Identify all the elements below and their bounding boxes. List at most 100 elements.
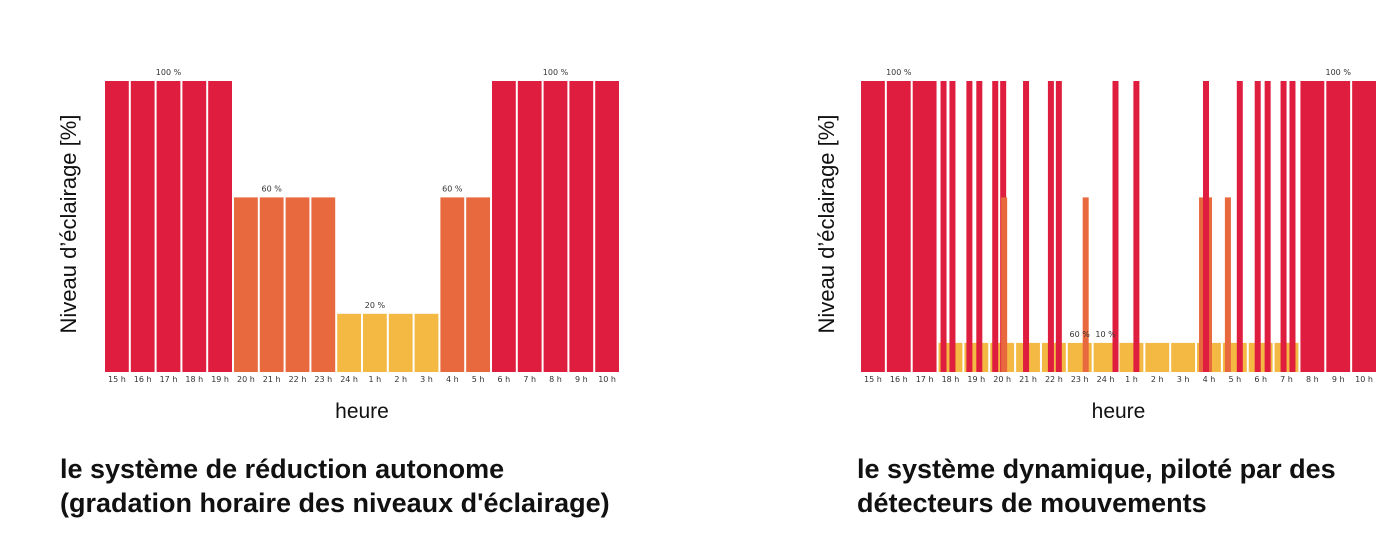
bar-left-18 bbox=[569, 81, 594, 372]
x-axis-label: heure bbox=[335, 400, 389, 423]
tick-label-left-7: 22 h bbox=[289, 375, 307, 384]
tick-label-left-14: 5 h bbox=[472, 375, 485, 384]
data-label-right-0: 100 % bbox=[886, 68, 912, 77]
spike-bar-11 bbox=[1112, 81, 1119, 372]
bar-left-15 bbox=[492, 81, 516, 372]
spike-bar-16 bbox=[1224, 197, 1231, 372]
spike-bar-20 bbox=[1280, 81, 1287, 372]
bar-right-19 bbox=[1352, 81, 1376, 372]
tick-label-right-12: 3 h bbox=[1177, 375, 1190, 384]
tick-label-right-16: 7 h bbox=[1280, 375, 1293, 384]
bar-chart-right: Niveau d’éclairage [%] 15 h 16 h 17 h 18 h 19… bbox=[814, 68, 1376, 423]
spike-bar-15 bbox=[1203, 81, 1210, 372]
tick-label-left-3: 18 h bbox=[185, 375, 203, 384]
tick-label-left-6: 21 h bbox=[263, 375, 281, 384]
bar-right-11 bbox=[1145, 342, 1170, 372]
tick-label-right-5: 20 h bbox=[993, 375, 1011, 384]
tick-label-right-14: 5 h bbox=[1228, 375, 1241, 384]
tick-label-right-18: 9 h bbox=[1332, 375, 1345, 384]
tick-label-left-17: 8 h bbox=[549, 375, 562, 384]
tick-label-left-15: 6 h bbox=[498, 375, 511, 384]
data-label-right-3: 100 % bbox=[1326, 68, 1352, 77]
spike-bar-17 bbox=[1236, 81, 1243, 372]
data-label-right-2: 10 % bbox=[1095, 330, 1116, 339]
bar-left-8 bbox=[311, 197, 336, 372]
bar-left-5 bbox=[234, 197, 258, 372]
bar-left-4 bbox=[208, 81, 232, 372]
spike-bar-1 bbox=[949, 81, 956, 372]
tick-label-right-9: 24 h bbox=[1097, 375, 1115, 384]
tick-label-left-18: 9 h bbox=[575, 375, 588, 384]
tick-label-right-15: 6 h bbox=[1254, 375, 1267, 384]
chart-panel-right: Niveau d’éclairage [%] 15 h 16 h 17 h 18 h 19… bbox=[700, 0, 1397, 555]
tick-label-left-16: 7 h bbox=[523, 375, 536, 384]
tick-label-right-7: 22 h bbox=[1045, 375, 1063, 384]
bar-left-6 bbox=[259, 197, 284, 372]
bar-right-0 bbox=[861, 81, 885, 372]
tick-label-right-6: 21 h bbox=[1019, 375, 1037, 384]
data-label-left-2: 20 % bbox=[365, 301, 386, 310]
bar-left-0 bbox=[105, 81, 129, 372]
tick-label-right-10: 1 h bbox=[1125, 375, 1138, 384]
bar-left-16 bbox=[517, 81, 542, 372]
caption-left-line-2: (gradation horaire des niveaux d'éclaira… bbox=[60, 488, 610, 518]
tick-label-right-2: 17 h bbox=[916, 375, 934, 384]
data-label-left-4: 100 % bbox=[543, 68, 569, 77]
tick-label-right-13: 4 h bbox=[1203, 375, 1216, 384]
spike-bar-8 bbox=[1047, 81, 1054, 372]
tick-label-right-1: 16 h bbox=[890, 375, 908, 384]
tick-label-left-0: 15 h bbox=[108, 375, 126, 384]
spike-bar-0 bbox=[940, 81, 947, 372]
bar-right-12 bbox=[1171, 342, 1196, 372]
bar-right-2 bbox=[912, 81, 937, 372]
bar-right-18 bbox=[1326, 81, 1351, 372]
data-label-left-1: 60 % bbox=[262, 184, 283, 193]
tick-label-left-5: 20 h bbox=[237, 375, 255, 384]
bar-right-9 bbox=[1093, 342, 1118, 372]
spike-bar-18 bbox=[1254, 81, 1261, 372]
y-axis-label: Niveau d’éclairage [%] bbox=[814, 115, 839, 334]
tick-label-left-9: 24 h bbox=[340, 375, 358, 384]
bar-left-2 bbox=[156, 81, 181, 372]
spike-bar-3 bbox=[976, 81, 983, 372]
x-axis-label: heure bbox=[1092, 400, 1146, 423]
bar-chart-left: Niveau d’éclairage [%] 15 h 16 h 17 h 18 h 19… bbox=[56, 68, 619, 423]
caption-right-line-1: le système dynamique, piloté par des bbox=[857, 454, 1336, 484]
caption-left-line-1: le système de réduction autonome bbox=[60, 454, 505, 484]
bar-left-17 bbox=[543, 81, 568, 372]
tick-label-left-12: 3 h bbox=[420, 375, 433, 384]
spike-bar-21 bbox=[1289, 81, 1296, 372]
tick-label-right-4: 19 h bbox=[967, 375, 985, 384]
data-label-right-1: 60 % bbox=[1070, 330, 1091, 339]
y-axis-label: Niveau d’éclairage [%] bbox=[56, 115, 81, 334]
tick-label-right-19: 10 h bbox=[1355, 375, 1373, 384]
spike-bar-10 bbox=[1082, 197, 1089, 372]
spike-bar-9 bbox=[1055, 81, 1062, 372]
bar-left-12 bbox=[414, 313, 439, 372]
bar-left-19 bbox=[595, 81, 619, 372]
spike-bar-6 bbox=[1001, 197, 1008, 372]
tick-label-left-4: 19 h bbox=[211, 375, 229, 384]
tick-label-right-11: 2 h bbox=[1151, 375, 1164, 384]
spike-bar-13 bbox=[1199, 197, 1206, 372]
data-label-left-3: 60 % bbox=[442, 184, 463, 193]
bar-left-11 bbox=[388, 313, 413, 372]
tick-label-left-19: 10 h bbox=[598, 375, 616, 384]
bar-left-14 bbox=[466, 197, 490, 372]
tick-label-left-13: 4 h bbox=[446, 375, 459, 384]
bar-left-3 bbox=[182, 81, 207, 372]
bar-right-17 bbox=[1300, 81, 1325, 372]
tick-label-right-8: 23 h bbox=[1071, 375, 1089, 384]
tick-label-right-3: 18 h bbox=[942, 375, 960, 384]
bar-left-9 bbox=[337, 313, 361, 372]
caption-right: le système dynamique, piloté par des dét… bbox=[857, 452, 1336, 520]
chart-panel-left: Niveau d’éclairage [%] 15 h 16 h 17 h 18 h 19… bbox=[56, 68, 619, 518]
bar-left-13 bbox=[440, 197, 465, 372]
data-label-left-0: 100 % bbox=[156, 68, 182, 77]
tick-label-left-11: 2 h bbox=[394, 375, 407, 384]
bar-left-7 bbox=[285, 197, 310, 372]
tick-label-left-2: 17 h bbox=[160, 375, 178, 384]
spike-bar-7 bbox=[1023, 81, 1030, 372]
spike-bar-19 bbox=[1264, 81, 1271, 372]
caption-right-line-2: détecteurs de mouvements bbox=[857, 488, 1207, 518]
